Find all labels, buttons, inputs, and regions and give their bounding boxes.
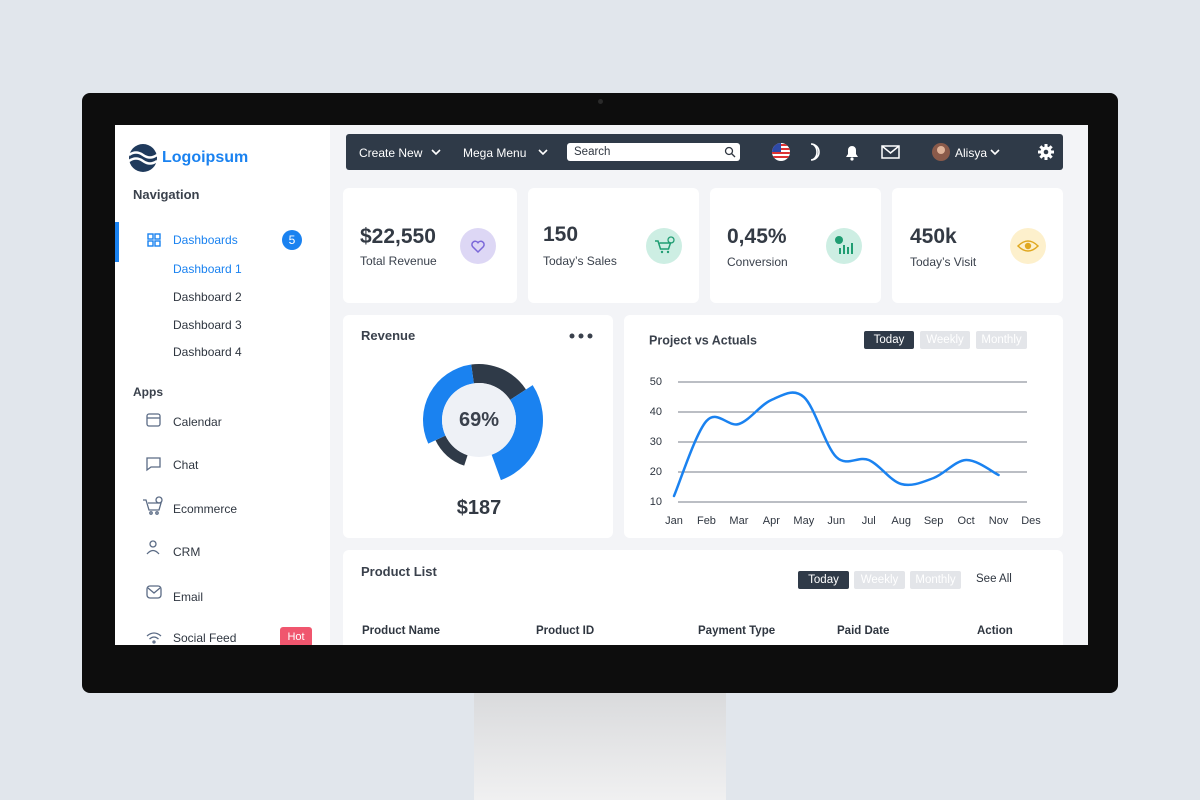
card-title: Revenue <box>361 328 416 343</box>
tab[interactable]: Today <box>864 331 914 349</box>
app-item[interactable]: Chat <box>173 458 199 472</box>
stat-label: Today’s Visit <box>910 255 977 269</box>
chart-card: Project vs Actuals 10 20 30 40 50 Jan Feb Mar Ap… <box>624 315 1063 538</box>
app-item[interactable]: Calendar <box>173 415 222 429</box>
line-series <box>672 391 1000 498</box>
x-tick-label: Nov <box>989 515 1009 527</box>
x-tick-label: Oct <box>958 515 975 527</box>
app-item[interactable]: Ecommerce <box>173 502 238 516</box>
more-menu[interactable] <box>569 332 593 340</box>
mega-menu[interactable]: Mega Menu <box>463 146 527 160</box>
line-chart: Project vs Actuals 10 20 30 40 50 Jan Feb Mar Ap… <box>649 333 1041 527</box>
stat-label: Total Revenue <box>360 254 437 268</box>
tab[interactable]: Monthly <box>910 571 961 589</box>
column-header: Payment Type <box>698 625 776 637</box>
x-tick-label: Apr <box>763 515 780 527</box>
x-tick-label: Jul <box>862 515 876 527</box>
stat-icon <box>460 228 496 264</box>
y-tick-label: 30 <box>650 436 662 448</box>
nav-sub-item[interactable]: Dashboard 3 <box>173 318 242 332</box>
search-icon <box>724 146 736 158</box>
card-title: Product List <box>361 564 437 579</box>
x-tick-label: Feb <box>697 515 716 527</box>
tab[interactable]: Weekly <box>854 571 905 589</box>
donut-segment <box>435 435 468 466</box>
app-item[interactable]: CRM <box>173 545 201 559</box>
search-box[interactable]: Search <box>567 143 740 161</box>
app-icons <box>143 413 163 644</box>
stat-icon <box>826 228 862 264</box>
column-header: Product Name <box>362 625 440 637</box>
product-list-card: Product List Today Weekly Monthly See Al… <box>343 550 1063 645</box>
sidebar: Logoipsum Navigation Dashboards 5 Dashbo… <box>115 125 330 645</box>
revenue-card: Revenue 69% $187 <box>343 315 613 538</box>
y-tick-label: 50 <box>650 376 662 388</box>
chart-title: Project vs Actuals <box>649 333 757 347</box>
create-new-menu[interactable]: Create New <box>359 146 423 160</box>
y-tick-label: 20 <box>650 466 662 478</box>
x-tick-label: Des <box>1021 515 1041 527</box>
top-icons[interactable] <box>766 134 1066 170</box>
stat-card: $22,550 Total Revenue <box>343 188 517 303</box>
stat-icon <box>1010 228 1046 264</box>
logo-mark <box>128 144 158 172</box>
x-tick-label: May <box>793 515 814 527</box>
y-tick-label: 40 <box>650 406 662 418</box>
donut-segment <box>423 364 474 444</box>
stat-value: 0,45% <box>727 225 787 248</box>
column-header: Action <box>977 625 1013 637</box>
nav-sub-item[interactable]: Dashboard 4 <box>173 345 242 359</box>
chevrons <box>431 149 1000 156</box>
stat-card: 150 Today’s Sales <box>528 188 699 303</box>
donut-segment <box>491 385 543 481</box>
camera <box>598 99 603 104</box>
x-tick-label: Mar <box>729 515 748 527</box>
apps-heading: Apps <box>133 385 163 399</box>
nav-dashboards[interactable]: Dashboards <box>173 233 238 247</box>
x-tick-label: Aug <box>891 515 911 527</box>
stat-value: 150 <box>543 223 579 246</box>
donut-segment <box>471 364 526 400</box>
app-item[interactable]: Email <box>173 590 204 604</box>
top-bar: Create New Mega Menu Search Alisya <box>346 134 1063 170</box>
x-tick-label: Jun <box>827 515 845 527</box>
nav-sub-item[interactable]: Dashboard 2 <box>173 290 242 304</box>
x-tick-label: Sep <box>924 515 944 527</box>
screen: Logoipsum Navigation Dashboards 5 Dashbo… <box>115 125 1088 645</box>
see-all-link[interactable]: See All <box>976 573 1012 585</box>
active-indicator <box>115 222 119 262</box>
monitor-stand <box>474 690 726 800</box>
stat-card: 0,45% Conversion <box>710 188 881 303</box>
tab[interactable]: Weekly <box>920 331 970 349</box>
badge: 5 <box>282 230 302 250</box>
donut-center-label: 69% <box>458 409 500 431</box>
stat-icon <box>646 228 682 264</box>
user-name[interactable]: Alisya <box>955 146 988 160</box>
revenue-amount: $187 <box>456 497 502 519</box>
hot-badge: Hot <box>280 627 312 645</box>
stat-value: $22,550 <box>360 225 436 248</box>
donut-hole <box>442 383 516 457</box>
stat-value: 450k <box>910 225 957 248</box>
stat-card: 450k Today’s Visit <box>892 188 1063 303</box>
x-tick-label: Jan <box>665 515 683 527</box>
dashboards-icon <box>147 233 161 247</box>
tab[interactable]: Today <box>798 571 849 589</box>
app-item[interactable]: Social Feed <box>173 631 237 645</box>
nav-heading: Navigation <box>133 187 200 202</box>
stat-label: Today’s Sales <box>543 254 617 268</box>
tab[interactable]: Monthly <box>976 331 1027 349</box>
donut <box>423 364 543 481</box>
column-header: Product ID <box>536 625 595 637</box>
nav-sub-item[interactable]: Dashboard 1 <box>173 262 242 276</box>
y-tick-label: 10 <box>650 496 662 508</box>
search-placeholder: Search <box>574 146 611 158</box>
stat-label: Conversion <box>727 255 788 269</box>
logo-text[interactable]: Logoipsum <box>162 149 249 166</box>
column-header: Paid Date <box>837 625 890 637</box>
